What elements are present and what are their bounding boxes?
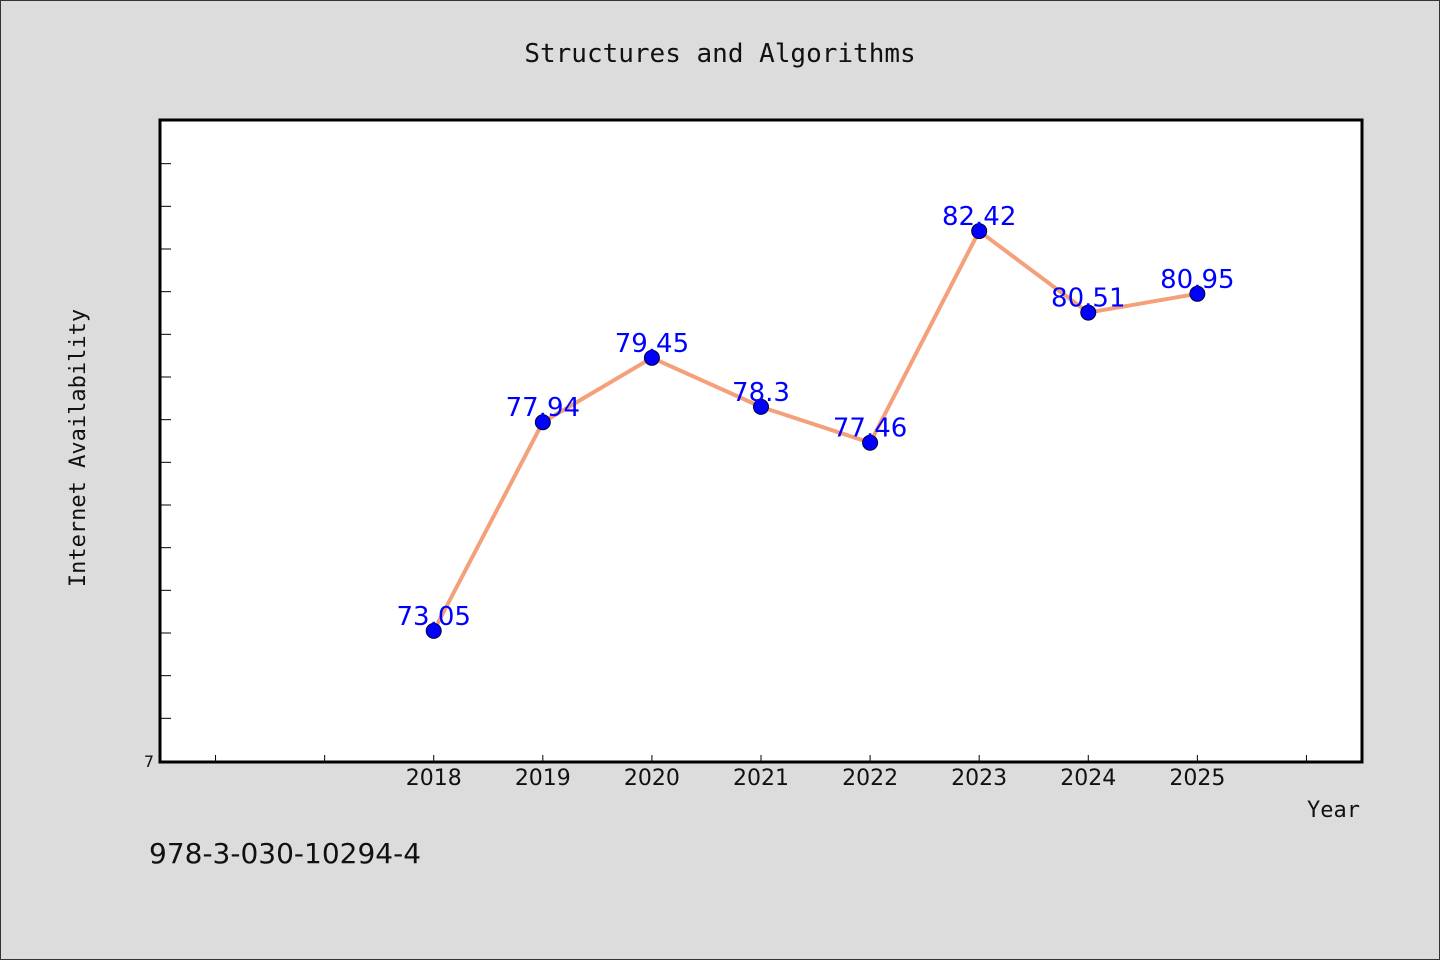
x-tick-label: 2021 — [733, 766, 789, 791]
x-tick-label: 2024 — [1060, 766, 1116, 791]
data-label: 77.94 — [506, 393, 580, 423]
data-point — [425, 622, 442, 639]
data-point — [1189, 285, 1206, 302]
y-axis-ticks: 7 — [144, 163, 171, 771]
data-point — [1080, 304, 1097, 321]
data-point — [971, 223, 988, 240]
data-point — [753, 398, 769, 415]
data-label: 77.46 — [833, 414, 907, 444]
data-point — [643, 349, 660, 366]
data-label: 82.42 — [942, 202, 1016, 232]
isbn-text: 978-3-030-10294-4 — [149, 837, 421, 870]
data-point — [534, 414, 551, 431]
data-label: 79.45 — [615, 329, 689, 359]
data-label: 73.05 — [397, 602, 471, 632]
plot-area — [158, 118, 1364, 764]
data-point — [862, 434, 879, 451]
data-label: 78.3 — [732, 378, 790, 408]
series-group: 73.05 77.94 79.45 78.3 77.46 82.42 80.51 80.95 — [397, 202, 1235, 639]
x-tick-label: 2018 — [406, 766, 462, 791]
y-tick-label: 7 — [144, 752, 154, 771]
data-label: 80.95 — [1160, 265, 1234, 295]
x-tick-label: 2025 — [1169, 766, 1225, 791]
y-axis-label: Internet Availability — [66, 309, 91, 587]
x-tick-label: 2020 — [624, 766, 680, 791]
series-line — [431, 229, 1200, 633]
data-label: 80.51 — [1051, 284, 1125, 314]
x-tick-label: 2019 — [515, 766, 571, 791]
x-tick-label: 2023 — [951, 766, 1007, 791]
x-axis-label: Year — [1307, 798, 1360, 823]
x-tick-label: 2022 — [842, 766, 898, 791]
x-axis-ticks: 2018 2019 2020 2021 2022 2023 2024 2025 — [215, 755, 1307, 791]
chart-title: Structures and Algorithms — [524, 39, 915, 69]
